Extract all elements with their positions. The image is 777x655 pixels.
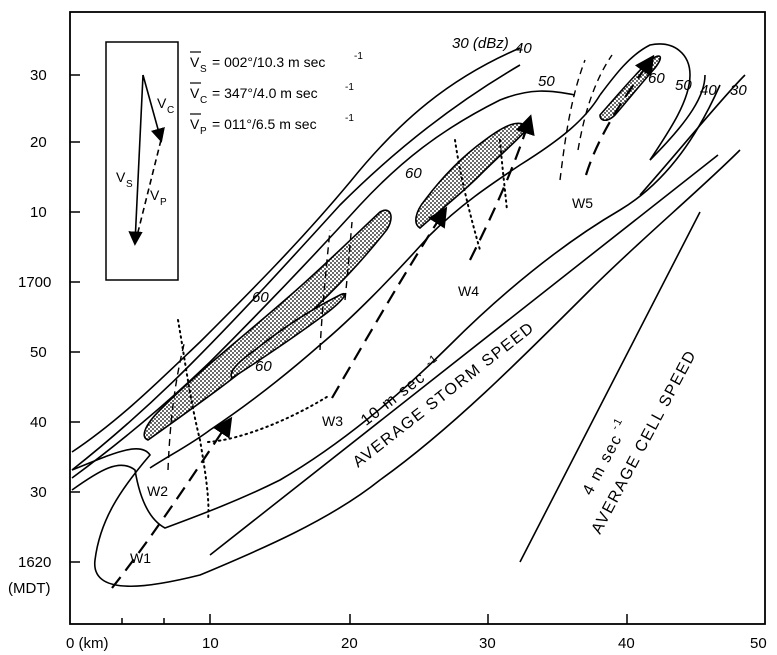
dotted-boundary	[207, 394, 331, 443]
core-w4	[415, 122, 530, 229]
track-w1-w3	[111, 416, 233, 589]
x-tick-label: 0 (km)	[66, 635, 109, 652]
contour-50-w5	[599, 43, 691, 161]
contour-label-60: 60	[255, 358, 272, 375]
cell-label-w1: W1	[130, 550, 151, 566]
cell-label-w3: W3	[322, 413, 343, 429]
contour-label-w5-40: 40	[700, 82, 717, 99]
legend-vs-text: = 002°/10.3 m sec	[212, 54, 325, 70]
vector-vp-sub: P	[160, 197, 167, 208]
storm-speed-label: AVERAGE STORM SPEED	[350, 319, 538, 471]
dotted-boundary	[499, 139, 508, 211]
legend-vp-sub: P	[200, 126, 207, 137]
contour-label-w5-30: 30	[730, 82, 747, 99]
legend-vc-text: = 347°/4.0 m sec	[212, 85, 318, 101]
legend-vc-sub: C	[200, 95, 207, 106]
legend-vc-v: V	[190, 85, 200, 101]
contour-label-w5-60: 60	[648, 70, 665, 87]
track-w4-w5	[469, 114, 535, 261]
cell-label-w2: W2	[147, 483, 168, 499]
y-tick-label: 30	[30, 67, 47, 84]
dashed-boundary	[577, 54, 613, 151]
contour-label-40: 40	[515, 40, 532, 57]
legend-vp-sup: -1	[345, 113, 354, 124]
plot-frame	[69, 11, 766, 625]
legend-vc-sup: -1	[345, 82, 354, 93]
cell-label-w5: W5	[572, 195, 593, 211]
dotted-boundary	[454, 139, 481, 251]
vector-vs-sub: S	[126, 179, 133, 190]
dashed-cell-boundaries	[167, 54, 613, 471]
contours-40-dbz	[71, 64, 721, 529]
x-tick-label: 10	[202, 635, 219, 652]
vector-vc	[142, 74, 165, 143]
core-w3	[230, 293, 346, 380]
dotted-boundary	[177, 319, 210, 521]
y-tick-label: 1700	[18, 274, 51, 291]
contour-label-50: 50	[538, 73, 555, 90]
cell-speed-annotation: 4 m sec -1 AVERAGE CELL SPEED	[580, 347, 700, 537]
contour-label-60: 60	[252, 289, 269, 306]
y-tick-label: 10	[30, 204, 47, 221]
contours-50-dbz	[71, 43, 706, 479]
contour-50-upper	[71, 90, 576, 479]
storm-speed-line	[209, 154, 719, 556]
cell-label-w4: W4	[458, 283, 479, 299]
x-tick-label: 50	[750, 635, 767, 652]
y-tick-label: 50	[30, 344, 47, 361]
contour-label-w5-50: 50	[675, 77, 692, 94]
x-axis-ticks	[121, 614, 628, 624]
vector-vp-label: V	[150, 187, 160, 203]
vector-inset: V S V C V P	[105, 41, 179, 281]
cell-speed-sup: -1	[609, 415, 626, 432]
contour-40-lower	[71, 84, 721, 529]
vector-legend-text: V S = 002°/10.3 m sec -1 V C = 347°/4.0 …	[190, 51, 363, 137]
legend-vs-v: V	[190, 54, 200, 70]
x-tick-label: 20	[341, 635, 358, 652]
contour-label-60: 60	[405, 165, 422, 182]
contour-40-w5	[649, 74, 706, 161]
legend-vp-text: = 011°/6.5 m sec	[212, 116, 317, 132]
vector-inset-box	[105, 41, 179, 281]
contour-30-lower	[71, 149, 741, 587]
y-tick-label: 1620	[18, 554, 51, 571]
legend-vs-sub: S	[200, 64, 207, 75]
cell-tracks	[111, 54, 655, 589]
contour-30-upper	[71, 47, 521, 453]
y-tick-label: 20	[30, 134, 47, 151]
vector-vs-label: V	[116, 169, 126, 185]
contour-label-30dbz: 30 (dBz)	[452, 35, 509, 52]
y-tick-label: 30	[30, 484, 47, 501]
y-axis-unit: (MDT)	[8, 580, 50, 597]
y-tick-label: 40	[30, 414, 47, 431]
track-w3-w4	[331, 206, 448, 399]
vector-vc-label: V	[157, 95, 167, 111]
vector-vs	[128, 74, 144, 246]
contour-50-lower	[149, 94, 601, 469]
legend-vp-v: V	[190, 116, 200, 132]
contour-40-upper	[71, 64, 521, 471]
track-w5	[584, 54, 655, 176]
core-w2-w3	[143, 209, 392, 441]
dashed-boundary	[344, 221, 353, 301]
vector-vp	[135, 139, 162, 241]
dashed-boundary	[559, 59, 586, 181]
dashed-boundary	[167, 339, 186, 471]
y-axis-ticks	[70, 74, 80, 563]
dotted-boundaries	[177, 139, 508, 521]
storm-speed-sup: -1	[423, 352, 440, 369]
dashed-boundary	[319, 229, 331, 351]
x-tick-label: 30	[479, 635, 496, 652]
cell-speed-line	[519, 211, 701, 563]
x-tick-label: 40	[618, 635, 635, 652]
legend-vs-sup: -1	[354, 51, 363, 62]
vector-vc-sub: C	[167, 105, 174, 116]
